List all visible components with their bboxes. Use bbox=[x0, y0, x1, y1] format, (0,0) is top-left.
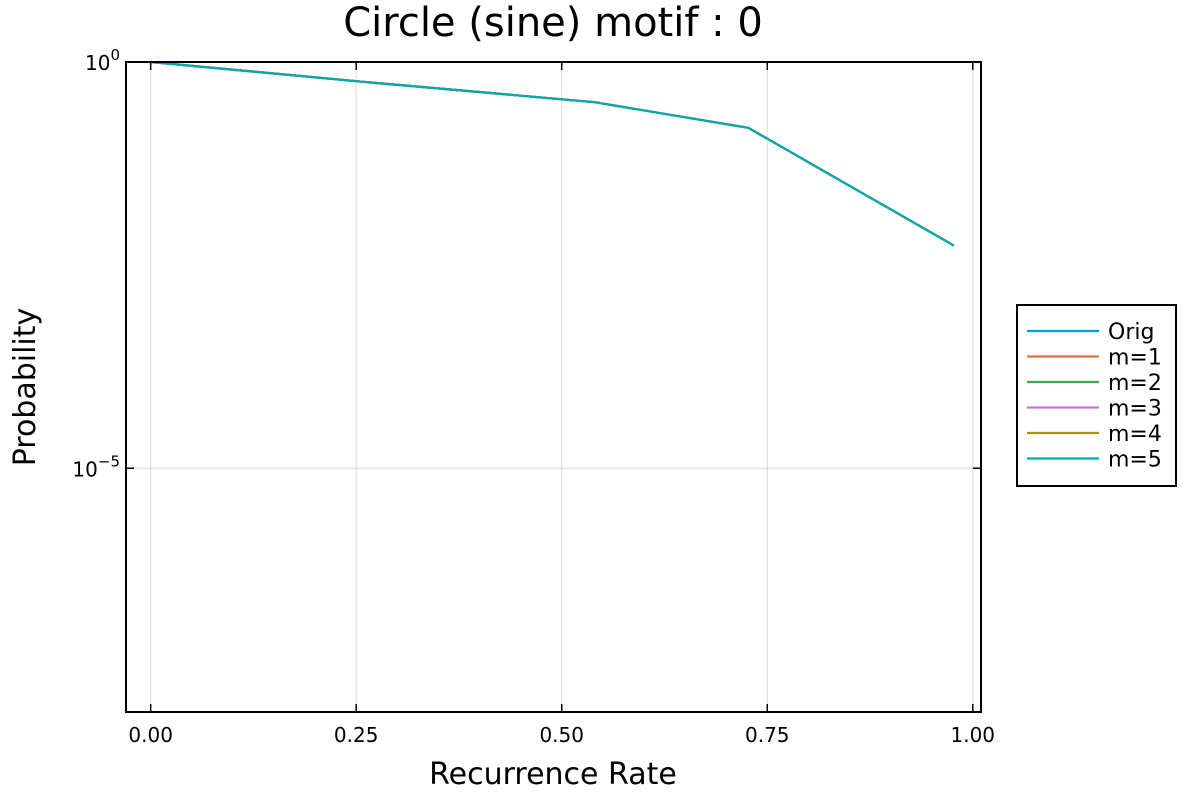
legend-label: m=4 bbox=[1108, 422, 1162, 447]
legend-label: m=2 bbox=[1108, 371, 1162, 396]
series-line bbox=[150, 60, 955, 247]
y-axis-label: Probability bbox=[8, 308, 43, 467]
legend-label: m=1 bbox=[1108, 346, 1162, 371]
y-tick-label: 100 bbox=[85, 46, 120, 75]
x-tick-label: 0.50 bbox=[539, 723, 584, 747]
x-tick-label: 0.00 bbox=[128, 723, 173, 747]
series-line bbox=[150, 60, 955, 247]
legend-label: m=5 bbox=[1108, 448, 1162, 473]
x-tick-label: 0.25 bbox=[334, 723, 379, 747]
grid bbox=[126, 61, 981, 712]
y-tick-labels: 100 10−5 bbox=[72, 46, 120, 481]
legend-label: Orig bbox=[1108, 320, 1154, 345]
x-tick-label: 1.00 bbox=[951, 723, 996, 747]
series-line bbox=[150, 60, 955, 247]
legend-box bbox=[1016, 304, 1177, 487]
series-line bbox=[150, 60, 955, 247]
legend-label: m=3 bbox=[1108, 397, 1162, 422]
series-layer bbox=[150, 60, 955, 247]
x-axis-label: Recurrence Rate bbox=[429, 757, 677, 792]
ticks bbox=[126, 61, 981, 712]
x-tick-label: 0.75 bbox=[745, 723, 790, 747]
plot-frame bbox=[125, 61, 982, 713]
y-tick-label: 10−5 bbox=[72, 452, 120, 481]
series-line bbox=[150, 60, 955, 247]
series-line bbox=[150, 60, 955, 247]
x-tick-labels: 0.00 0.25 0.50 0.75 1.00 bbox=[128, 723, 995, 747]
chart-title: Circle (sine) motif : 0 bbox=[343, 0, 763, 46]
